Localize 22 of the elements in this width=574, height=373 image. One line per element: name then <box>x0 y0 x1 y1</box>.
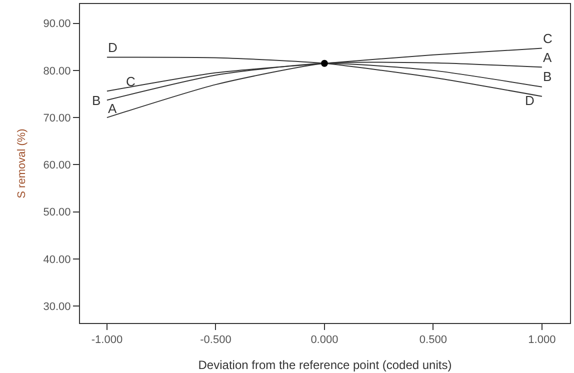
y-tick-label: 30.00 <box>43 300 71 313</box>
x-tick-label: 0.000 <box>310 334 338 346</box>
y-tick-label: 50.00 <box>43 206 71 219</box>
y-tick-label: 90.00 <box>43 18 71 30</box>
x-tick-label: -0.500 <box>200 334 232 346</box>
x-tick-label: -1.000 <box>91 334 123 346</box>
series-label: A <box>108 101 117 116</box>
text: A <box>543 50 552 65</box>
y-axis-title: S removal (%) <box>16 128 28 198</box>
y-tick-label: 70.00 <box>43 112 71 124</box>
text: C <box>543 31 552 46</box>
y-tick-label: 40.00 <box>43 254 71 266</box>
series-label: B <box>543 69 552 84</box>
x-axis-title: Deviation from the reference point (coded units) <box>198 358 452 372</box>
x-tick-label: 1.000 <box>528 334 556 346</box>
x-tick-label: 0.500 <box>419 334 447 346</box>
y-tick-label: 80.00 <box>43 65 71 78</box>
text: D <box>108 40 118 55</box>
y-tick-label: 60.00 <box>43 160 71 172</box>
series-label: C <box>126 74 136 89</box>
series-label: D <box>525 93 534 108</box>
text: B <box>92 93 101 108</box>
